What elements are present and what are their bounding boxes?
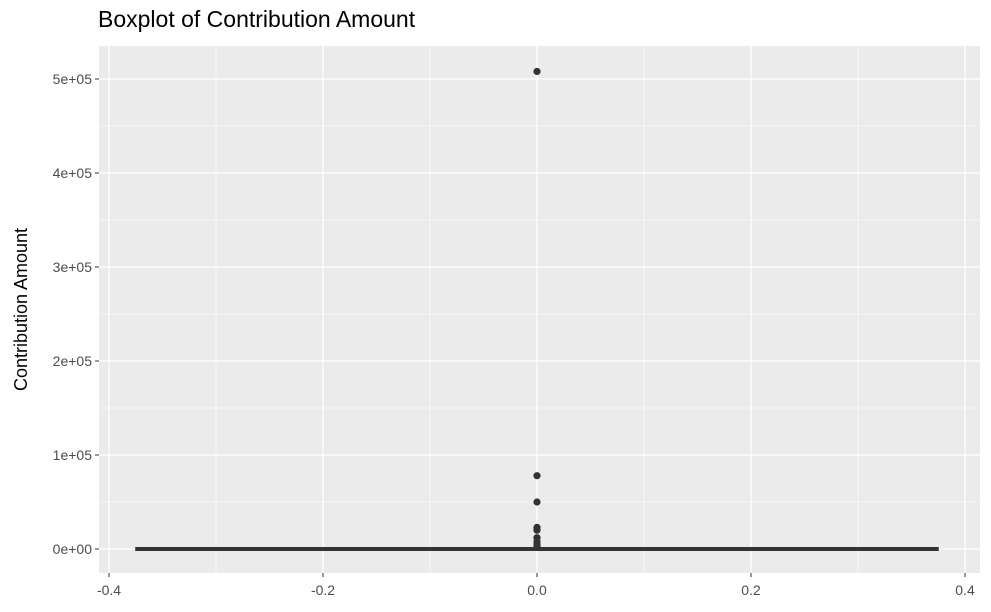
y-axis-title: Contribution Amount: [11, 228, 31, 391]
box-marks: [135, 67, 939, 551]
x-tick-label: 0.0: [527, 582, 547, 598]
y-tick-label: 0e+00: [53, 541, 93, 557]
y-tick-label: 2e+05: [53, 353, 93, 369]
x-tick-label: -0.4: [97, 582, 121, 598]
y-axis: 0e+00 1e+05 2e+05 3e+05 4e+05 5e+05: [53, 71, 99, 557]
outlier-point: [533, 526, 541, 534]
x-tick-label: 0.4: [955, 582, 975, 598]
y-tick-label: 3e+05: [53, 259, 93, 275]
x-tick-label: -0.2: [311, 582, 335, 598]
y-tick-label: 4e+05: [53, 165, 93, 181]
chart-title: Boxplot of Contribution Amount: [98, 6, 416, 32]
x-tick-label: 0.2: [741, 582, 761, 598]
minor-gridlines: [99, 46, 980, 573]
y-tick-label: 5e+05: [53, 71, 93, 87]
outlier-point: [533, 498, 541, 506]
outlier-point: [533, 543, 541, 551]
outlier-point: [533, 67, 541, 76]
x-axis: -0.4 -0.2 0.0 0.2 0.4: [97, 573, 975, 598]
outlier-point: [533, 472, 541, 480]
plot-panel: [99, 46, 980, 573]
y-tick-label: 1e+05: [53, 447, 93, 463]
